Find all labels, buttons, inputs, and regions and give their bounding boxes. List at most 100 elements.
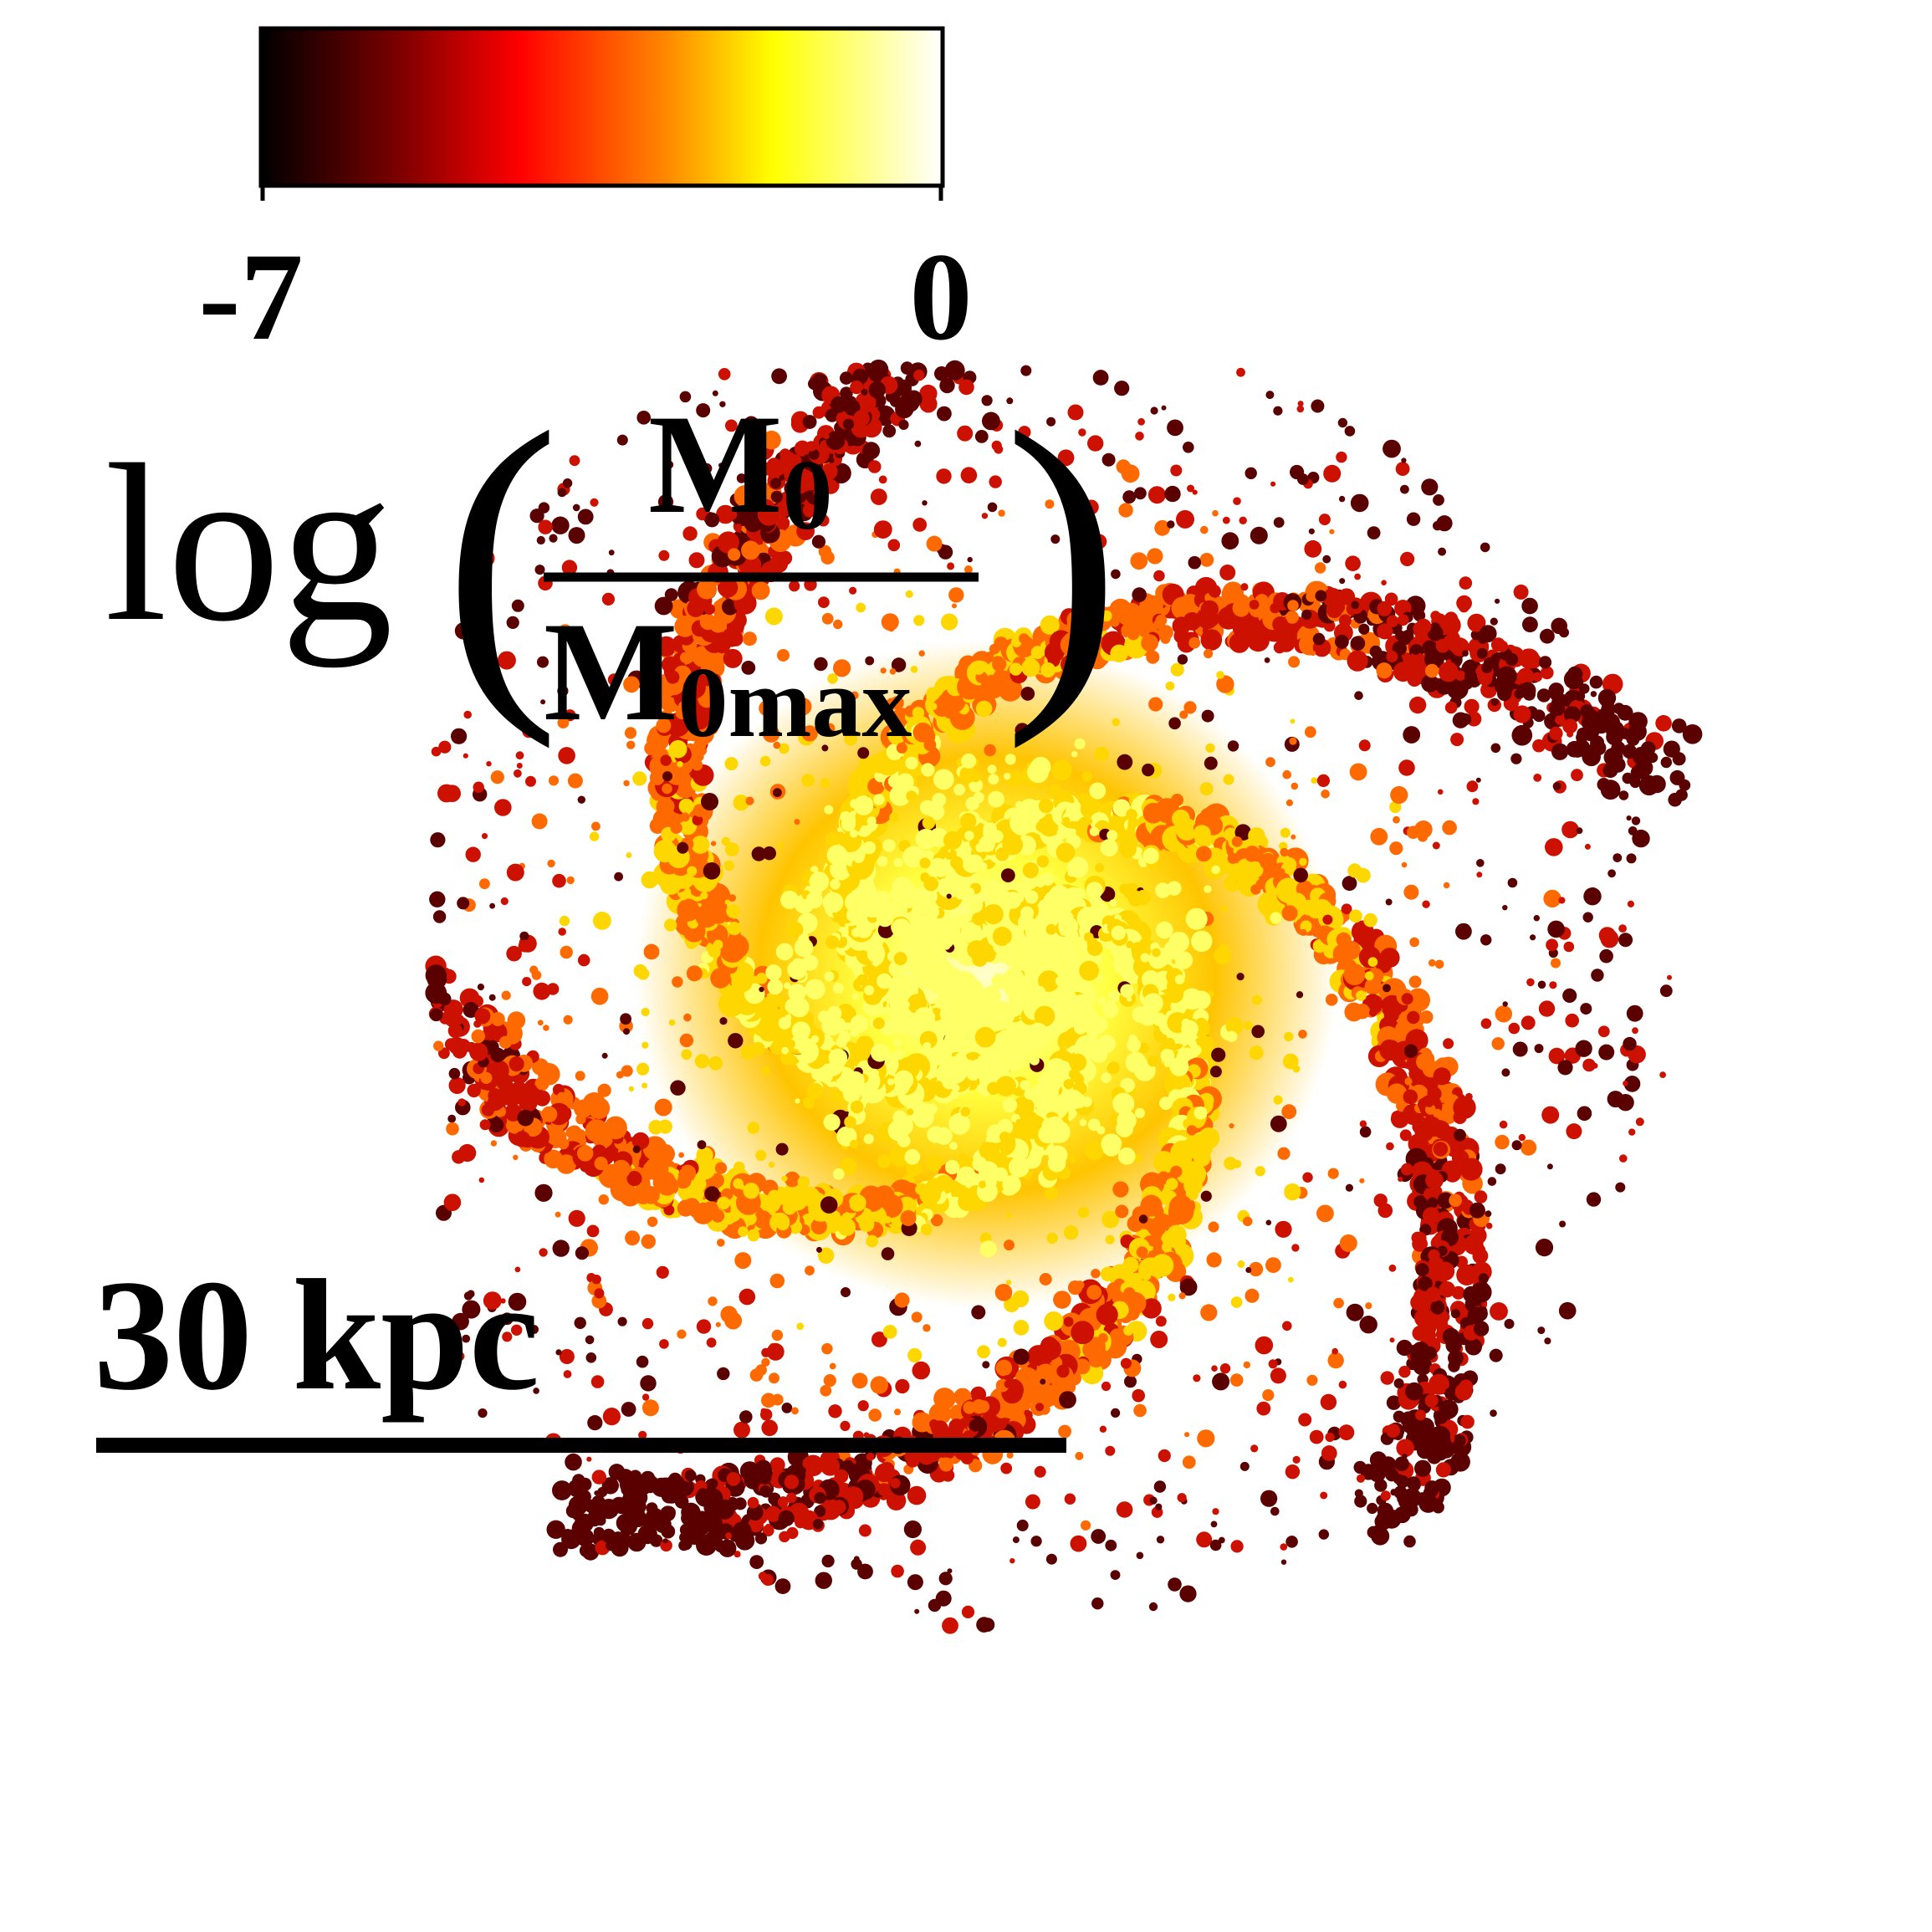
galaxy-speckle <box>1532 709 1546 723</box>
galaxy-speckle <box>1158 625 1173 641</box>
galaxy-speckle <box>720 1306 738 1323</box>
galaxy-speckle <box>681 1049 693 1061</box>
galaxy-speckle <box>1433 494 1444 506</box>
galaxy-speckle <box>1451 1149 1469 1167</box>
galaxy-speckle <box>1311 777 1318 785</box>
galaxy-speckle <box>1388 1030 1398 1040</box>
galaxy-speckle <box>1393 1378 1404 1388</box>
galaxy-speckle <box>1422 900 1430 908</box>
galaxy-speckle <box>1268 1359 1278 1369</box>
galaxy-speckle <box>1155 1316 1167 1327</box>
galaxy-speckle <box>1386 651 1398 663</box>
galaxy-speckle <box>1505 652 1519 667</box>
galaxy-speckle <box>781 1175 788 1182</box>
galaxy-speckle <box>824 805 834 815</box>
galaxy-speckle <box>1212 509 1219 517</box>
galaxy-speckle <box>1148 697 1163 712</box>
galaxy-speckle <box>1519 682 1536 699</box>
galaxy-speckle <box>868 1408 882 1422</box>
galaxy-speckle <box>708 1055 723 1071</box>
galaxy-speckle <box>972 662 985 675</box>
galaxy-speckle <box>777 550 793 566</box>
galaxy-speckle <box>1209 1066 1222 1078</box>
galaxy-speckle <box>713 636 731 654</box>
galaxy-speckle <box>739 1288 756 1306</box>
galaxy-speckle <box>1176 509 1194 529</box>
galaxy-speckle <box>1507 877 1518 888</box>
galaxy-speckle <box>651 1166 662 1178</box>
galaxy-speckle <box>1424 1393 1439 1408</box>
galaxy-speckle <box>812 1519 824 1530</box>
galaxy-speckle <box>743 1183 759 1199</box>
galaxy-speckle <box>1124 1375 1137 1388</box>
galaxy-speckle <box>587 1415 603 1431</box>
galaxy-speckle <box>1255 1166 1265 1177</box>
galaxy-speckle <box>1474 1190 1488 1204</box>
galaxy-speckle <box>1447 1409 1456 1418</box>
galaxy-speckle <box>766 457 782 473</box>
galaxy-speckle <box>1214 849 1225 860</box>
galaxy-speckle <box>680 652 692 663</box>
galaxy-speckle <box>1421 478 1439 496</box>
galaxy-speckle <box>759 986 764 993</box>
galaxy-speckle <box>1423 1321 1437 1335</box>
galaxy-speckle <box>1000 868 1015 882</box>
galaxy-speckle <box>770 478 781 489</box>
galaxy-speckle <box>1162 1241 1173 1253</box>
galaxy-speckle <box>1478 1273 1490 1284</box>
galaxy-speckle <box>591 1469 606 1485</box>
galaxy-speckle <box>1485 1210 1492 1218</box>
galaxy-speckle <box>1035 1403 1045 1412</box>
galaxy-speckle <box>1109 1328 1126 1345</box>
galaxy-speckle <box>704 1186 720 1202</box>
galaxy-speckle <box>936 468 952 484</box>
galaxy-speckle <box>633 1485 645 1496</box>
galaxy-speckle <box>1476 871 1483 878</box>
galaxy-speckle <box>1204 648 1214 659</box>
galaxy-speckle <box>662 783 672 795</box>
galaxy-speckle <box>670 1080 686 1096</box>
galaxy-speckle <box>723 648 743 668</box>
galaxy-speckle <box>1356 1474 1366 1483</box>
galaxy-speckle <box>771 1329 784 1342</box>
galaxy-speckle <box>1511 724 1533 746</box>
galaxy-speckle <box>1288 656 1301 668</box>
galaxy-speckle <box>1135 432 1144 441</box>
galaxy-speckle <box>593 912 611 930</box>
galaxy-speckle <box>1109 899 1117 907</box>
galaxy-speckle <box>707 900 728 923</box>
galaxy-speckle <box>563 1015 573 1025</box>
galaxy-speckle <box>1459 576 1473 590</box>
galaxy-speckle <box>641 871 659 889</box>
galaxy-speckle <box>1397 1492 1409 1505</box>
galaxy-speckle <box>447 1036 466 1055</box>
galaxy-speckle <box>448 1067 461 1080</box>
galaxy-speckle <box>762 430 781 450</box>
galaxy-speckle <box>1395 462 1410 476</box>
galaxy-speckle <box>498 1035 512 1049</box>
galaxy-speckle <box>1532 672 1542 682</box>
galaxy-speckle <box>1158 1449 1171 1463</box>
galaxy-speckle <box>1249 1045 1264 1061</box>
galaxy-speckle <box>1200 629 1223 651</box>
galaxy-speckle <box>430 832 446 848</box>
galaxy-speckle <box>884 1216 892 1224</box>
galaxy-speckle <box>1425 1171 1444 1189</box>
galaxy-speckle <box>1459 601 1469 613</box>
galaxy-speckle <box>1164 485 1181 503</box>
galaxy-speckle <box>548 775 560 786</box>
galaxy-speckle <box>1168 1293 1176 1302</box>
galaxy-speckle <box>678 1152 684 1158</box>
galaxy-speckle <box>784 1475 800 1490</box>
galaxy-speckle <box>703 1488 723 1509</box>
galaxy-speckle <box>1229 1373 1244 1387</box>
galaxy-speckle <box>1320 1393 1337 1411</box>
galaxy-speckle <box>1534 1044 1544 1054</box>
galaxy-speckle <box>1580 1003 1592 1015</box>
galaxy-speckle <box>1270 1367 1286 1384</box>
galaxy-speckle <box>818 596 830 608</box>
galaxy-speckle <box>602 1408 621 1426</box>
galaxy-speckle <box>1338 495 1346 503</box>
galaxy-speckle <box>500 897 509 906</box>
galaxy-speckle <box>1377 601 1393 616</box>
